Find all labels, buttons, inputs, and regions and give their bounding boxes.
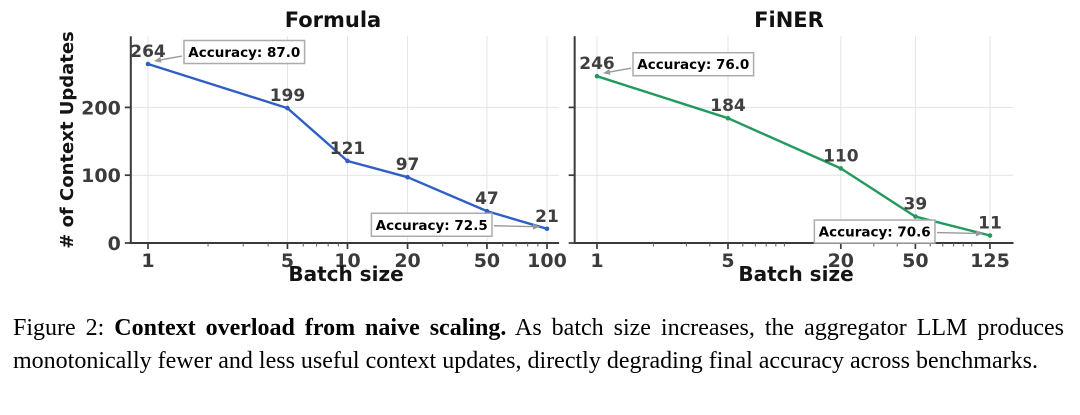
point-value-label: 246 xyxy=(579,54,615,74)
annotation-arrow xyxy=(607,67,632,74)
x-axis-label: Batch size xyxy=(288,262,403,286)
accuracy-annotation: Accuracy: 76.0 xyxy=(603,51,755,77)
x-tick-label: 125 xyxy=(970,250,1010,272)
annotation-arrowhead xyxy=(532,223,540,230)
annotation-text: Accuracy: 87.0 xyxy=(188,45,300,61)
data-point-marker xyxy=(285,105,290,111)
annotation-box xyxy=(183,39,306,65)
point-value-label: 97 xyxy=(396,155,420,175)
x-tick-label: 20 xyxy=(394,250,420,272)
point-value-label: 264 xyxy=(130,42,166,62)
chart-title: FiNER xyxy=(754,8,824,32)
annotation-box xyxy=(813,219,936,244)
data-point-marker xyxy=(145,61,151,67)
point-value-label: 21 xyxy=(535,207,559,227)
y-tick-label: 100 xyxy=(81,165,121,187)
point-value-label: 47 xyxy=(475,189,499,209)
chart-finer: 1 5 20 50 125 246 184 110 39 11 FiNER Batch size Acc… xyxy=(568,8,1014,286)
x-tick-label: 20 xyxy=(828,250,854,272)
point-value-label: 11 xyxy=(978,214,1002,234)
annotation-box xyxy=(632,51,755,77)
data-point-marker xyxy=(484,208,490,214)
x-tick-label: 5 xyxy=(281,250,294,272)
y-axis-label: # of Context Updates xyxy=(57,31,78,249)
data-point-marker xyxy=(544,226,550,232)
annotation-text: Accuracy: 76.0 xyxy=(637,57,749,73)
x-tick-label: 10 xyxy=(334,250,360,272)
point-value-label: 110 xyxy=(823,146,859,166)
annotation-arrowhead xyxy=(603,69,611,75)
y-tick-label: 200 xyxy=(81,97,121,119)
caption-figure-number: Figure 2: xyxy=(13,315,115,341)
x-tick-label: 50 xyxy=(474,250,500,272)
series-line xyxy=(147,62,548,230)
series-line xyxy=(596,75,991,237)
data-point-marker xyxy=(345,158,350,164)
x-tick-label: 100 xyxy=(527,250,567,272)
annotation-text: Accuracy: 72.5 xyxy=(376,218,488,234)
point-value-label: 121 xyxy=(330,139,366,159)
annotation-arrow xyxy=(493,225,536,228)
annotation-arrow xyxy=(936,231,978,235)
accuracy-annotation: Accuracy: 70.6 xyxy=(813,219,983,244)
data-point-marker xyxy=(725,115,731,121)
data-point-marker xyxy=(913,214,918,219)
point-value-label: 39 xyxy=(904,195,928,215)
figure-caption: Figure 2: Context overload from naive sc… xyxy=(13,312,1064,378)
charts-canvas: 1 5 10 20 50 100 0 100 200 264 199 121 97 47 21 Formula… xyxy=(57,8,1014,286)
caption-bold-title: Context overload from naive scaling. xyxy=(114,315,507,341)
annotation-arrowhead xyxy=(154,56,162,63)
annotation-arrow xyxy=(158,55,183,61)
annotation-text: Accuracy: 70.6 xyxy=(819,225,931,241)
annotation-box xyxy=(370,212,493,238)
point-value-label: 199 xyxy=(270,86,306,106)
data-point-marker xyxy=(594,73,600,79)
accuracy-annotation: Accuracy: 87.0 xyxy=(154,39,306,65)
chart-formula: 1 5 10 20 50 100 0 100 200 264 199 121 97 47 21 Formula… xyxy=(57,8,567,286)
data-point-marker xyxy=(405,174,410,180)
accuracy-annotation: Accuracy: 72.5 xyxy=(370,212,540,238)
x-tick-label: 1 xyxy=(590,250,603,272)
x-tick-label: 5 xyxy=(721,250,734,272)
caption-body-text: As batch size increases, the aggregator … xyxy=(13,315,1064,374)
x-axis-label: Batch size xyxy=(738,262,853,286)
point-value-label: 184 xyxy=(710,96,746,116)
data-point-marker xyxy=(987,233,993,238)
data-point-marker xyxy=(838,166,844,171)
x-tick-label: 50 xyxy=(902,250,928,272)
annotation-arrowhead xyxy=(975,230,983,237)
x-tick-label: 1 xyxy=(141,250,154,272)
chart-title: Formula xyxy=(285,8,381,32)
y-tick-label: 0 xyxy=(108,233,121,255)
